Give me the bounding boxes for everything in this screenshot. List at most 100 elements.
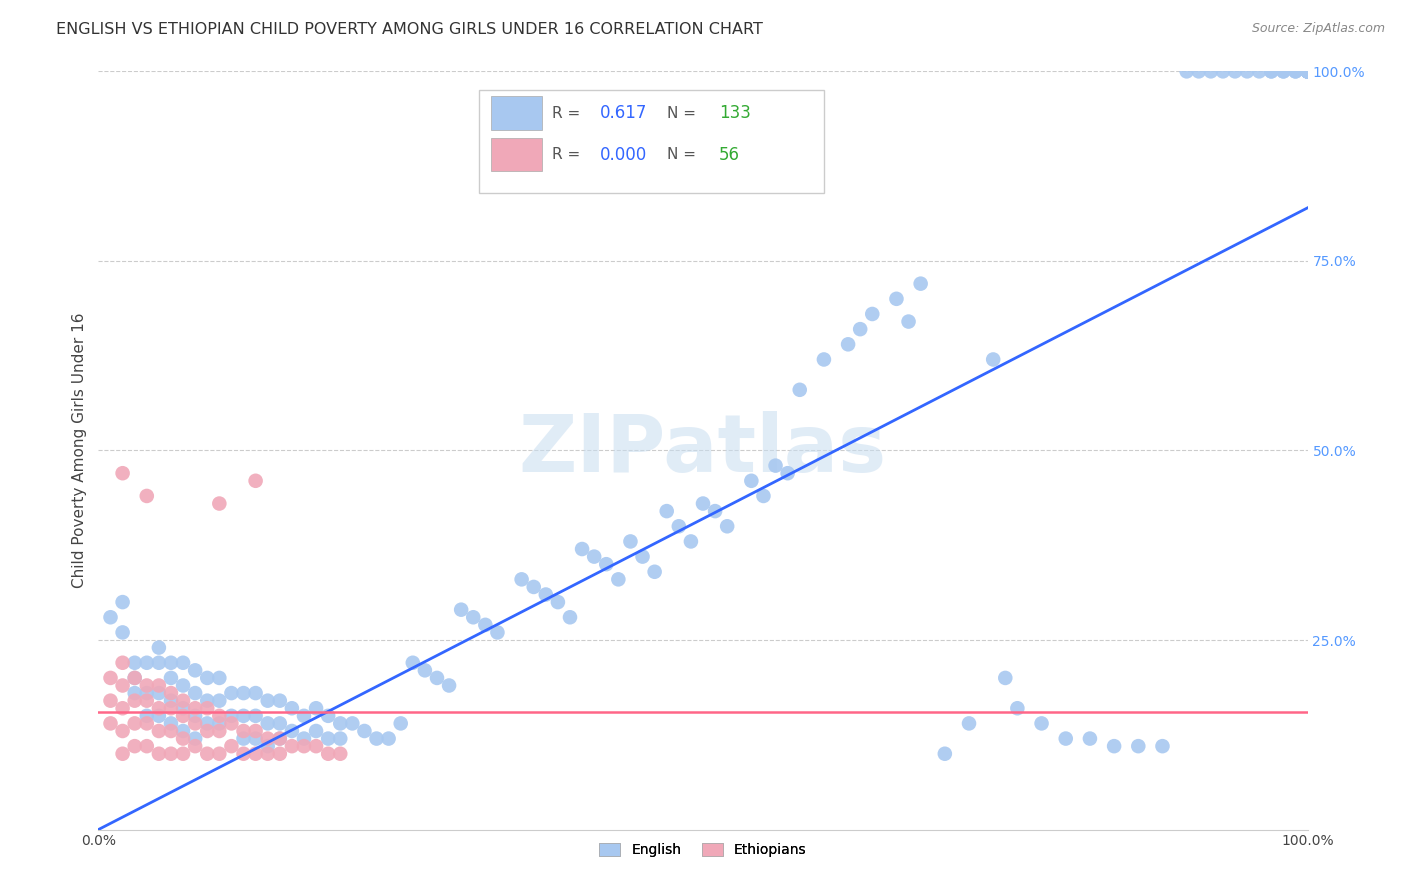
Text: 56: 56 <box>718 145 740 164</box>
Point <box>1260 64 1282 78</box>
Point <box>172 708 194 723</box>
Point <box>135 656 157 670</box>
Point <box>269 747 291 761</box>
Point <box>124 716 146 731</box>
Point <box>172 656 194 670</box>
Point <box>184 731 207 746</box>
Text: Source: ZipAtlas.com: Source: ZipAtlas.com <box>1251 22 1385 36</box>
Point <box>148 701 170 715</box>
Point <box>232 708 254 723</box>
Point <box>607 573 630 587</box>
Point <box>716 519 738 533</box>
Point <box>1188 64 1211 78</box>
Point <box>245 686 267 700</box>
Point <box>1175 64 1198 78</box>
Point <box>111 701 134 715</box>
Point <box>111 595 134 609</box>
Point <box>172 694 194 708</box>
Point <box>523 580 546 594</box>
Point <box>111 747 134 761</box>
Point <box>668 519 690 533</box>
Point <box>595 557 617 572</box>
Point <box>655 504 678 518</box>
Point <box>1249 64 1271 78</box>
Point <box>232 731 254 746</box>
Point <box>232 747 254 761</box>
Point <box>292 708 315 723</box>
Point <box>195 724 218 739</box>
Text: 133: 133 <box>718 104 751 122</box>
Point <box>172 678 194 692</box>
Point <box>148 656 170 670</box>
Legend: English, Ethiopians: English, Ethiopians <box>592 837 814 864</box>
Point <box>160 716 183 731</box>
Point <box>256 716 278 731</box>
Point <box>402 656 425 670</box>
Point <box>195 747 218 761</box>
Point <box>752 489 775 503</box>
Point <box>124 656 146 670</box>
Point <box>450 603 472 617</box>
Point <box>269 716 291 731</box>
Point <box>305 724 328 739</box>
Point <box>1236 64 1258 78</box>
Point <box>619 534 641 549</box>
Point <box>1223 64 1246 78</box>
Point <box>195 694 218 708</box>
Point <box>1152 739 1174 753</box>
Point <box>510 573 533 587</box>
Point <box>100 694 122 708</box>
Point <box>377 731 399 746</box>
Point <box>571 542 593 557</box>
Point <box>1296 64 1319 78</box>
Point <box>547 595 569 609</box>
Point <box>704 504 727 518</box>
Point <box>208 496 231 510</box>
Point <box>124 671 146 685</box>
Point <box>281 701 304 715</box>
Point <box>631 549 654 564</box>
Point <box>160 747 183 761</box>
Point <box>135 678 157 692</box>
Point <box>135 489 157 503</box>
Point <box>886 292 908 306</box>
Point <box>1296 64 1319 78</box>
Point <box>195 671 218 685</box>
Point <box>1054 731 1077 746</box>
Text: ENGLISH VS ETHIOPIAN CHILD POVERTY AMONG GIRLS UNDER 16 CORRELATION CHART: ENGLISH VS ETHIOPIAN CHILD POVERTY AMONG… <box>56 22 763 37</box>
Point <box>1031 716 1053 731</box>
Point <box>124 686 146 700</box>
Point <box>124 694 146 708</box>
Point <box>160 686 183 700</box>
Point <box>172 731 194 746</box>
Point <box>329 731 352 746</box>
Point <box>1284 64 1306 78</box>
Point <box>269 731 291 746</box>
Point <box>172 724 194 739</box>
Point <box>776 467 799 481</box>
Point <box>934 747 956 761</box>
Point <box>1007 701 1029 715</box>
Point <box>1212 64 1234 78</box>
Point <box>221 708 243 723</box>
Point <box>1102 739 1125 753</box>
Point <box>1296 64 1319 78</box>
Point <box>256 694 278 708</box>
Point <box>1296 64 1319 78</box>
Point <box>184 664 207 678</box>
Point <box>135 708 157 723</box>
Point <box>148 686 170 700</box>
Point <box>245 747 267 761</box>
Point <box>256 747 278 761</box>
Point <box>1296 64 1319 78</box>
Point <box>111 678 134 692</box>
Point <box>1296 64 1319 78</box>
Point <box>789 383 811 397</box>
Point <box>245 724 267 739</box>
Point <box>534 588 557 602</box>
Point <box>111 656 134 670</box>
Point <box>172 747 194 761</box>
Point <box>100 671 122 685</box>
Y-axis label: Child Poverty Among Girls Under 16: Child Poverty Among Girls Under 16 <box>72 313 87 588</box>
Point <box>256 739 278 753</box>
